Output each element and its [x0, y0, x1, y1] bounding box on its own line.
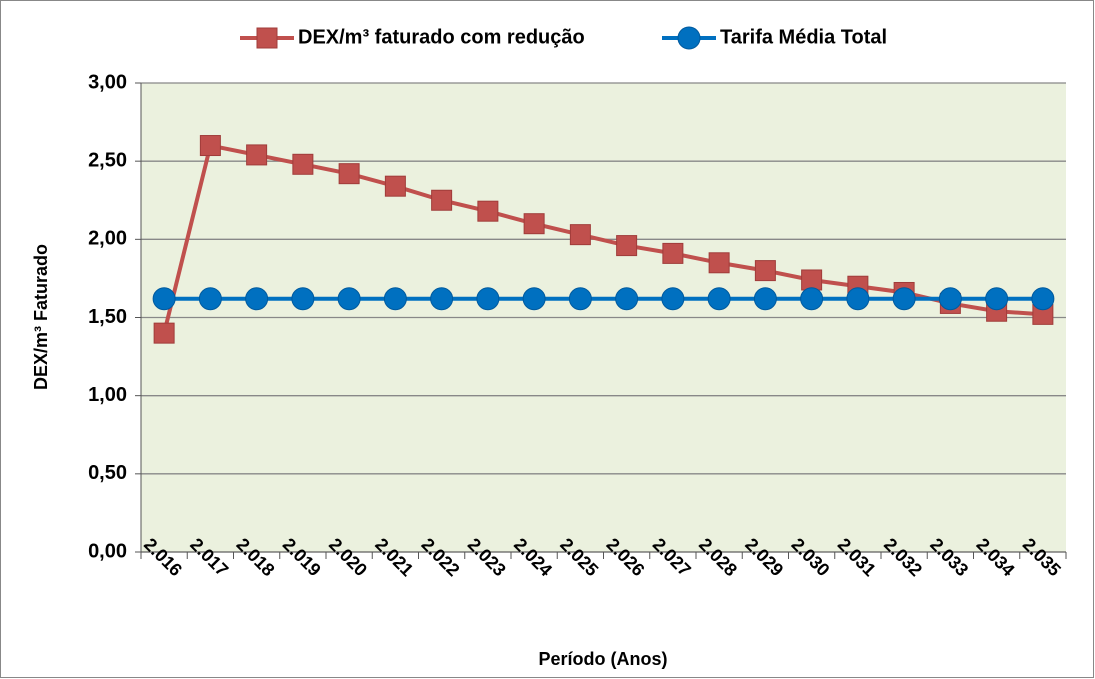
line-marker — [754, 260, 776, 282]
legend-marker — [677, 26, 701, 50]
line-marker — [245, 287, 269, 311]
line-marker — [477, 200, 499, 222]
line-marker — [1031, 287, 1055, 311]
line-marker — [246, 144, 268, 166]
y-tick-label: 1,00 — [88, 384, 127, 406]
line-marker — [615, 287, 639, 311]
x-axis-label: Período (Anos) — [539, 649, 668, 669]
line-marker — [430, 287, 454, 311]
line-marker — [152, 287, 176, 311]
y-tick-label: 2,50 — [88, 149, 127, 171]
line-marker — [338, 163, 360, 185]
y-tick-label: 1,50 — [88, 306, 127, 328]
line-marker — [431, 189, 453, 211]
line-marker — [846, 287, 870, 311]
line-marker — [892, 287, 916, 311]
line-marker — [568, 287, 592, 311]
line-marker — [291, 287, 315, 311]
legend-label: Tarifa Média Total — [720, 26, 887, 48]
y-axis-label: DEX/m³ Faturado — [31, 244, 51, 390]
line-marker — [153, 322, 175, 344]
line-marker — [708, 252, 730, 274]
line-marker — [985, 287, 1009, 311]
legend-label: DEX/m³ faturado com redução — [298, 26, 585, 48]
line-marker — [707, 287, 731, 311]
legend-marker — [256, 27, 278, 49]
line-marker — [383, 287, 407, 311]
y-tick-label: 3,00 — [88, 71, 127, 93]
y-tick-label: 2,00 — [88, 228, 127, 250]
line-marker — [523, 213, 545, 235]
line-marker — [753, 287, 777, 311]
line-marker — [198, 287, 222, 311]
line-marker — [522, 287, 546, 311]
y-tick-label: 0,00 — [88, 540, 127, 562]
line-marker — [801, 269, 823, 291]
line-marker — [384, 175, 406, 197]
line-marker — [800, 287, 824, 311]
line-marker — [199, 135, 221, 157]
line-marker — [337, 287, 361, 311]
y-tick-label: 0,50 — [88, 462, 127, 484]
line-marker — [938, 287, 962, 311]
line-marker — [292, 153, 314, 175]
line-marker — [616, 235, 638, 257]
line-marker — [569, 224, 591, 246]
line-marker — [476, 287, 500, 311]
line-marker — [661, 287, 685, 311]
line-marker — [662, 242, 684, 264]
